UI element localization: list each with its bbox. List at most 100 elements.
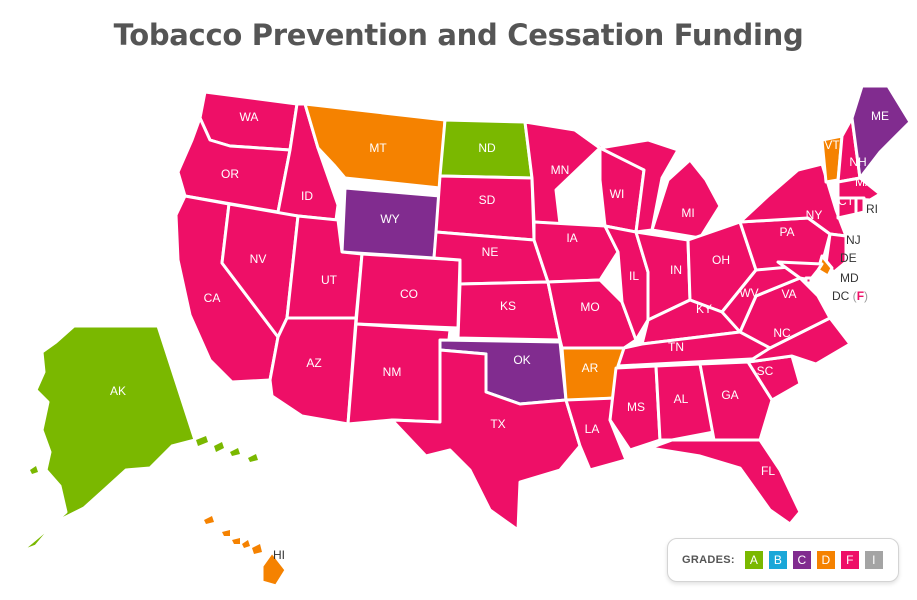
state-label-pa: PA [779,225,794,239]
state-nj [824,232,848,274]
state-label-nh: NH [849,155,866,169]
state-label-ms: MS [627,400,645,414]
state-shape-fl [648,438,802,526]
state-label-ar: AR [582,361,599,375]
state-label-ca: CA [204,291,221,305]
state-label-sc: SC [757,364,774,378]
state-ms [608,364,662,452]
state-shape-hi [260,550,288,588]
state-label-al: AL [674,392,689,406]
state-label-de: DE [840,251,857,265]
state-label-ga: GA [721,388,738,402]
state-dc [804,276,813,285]
state-shape-md [776,260,824,282]
state-label-hi: HI [273,548,285,562]
state-shape-ak [230,448,240,456]
grade-a-chip: A [744,551,763,569]
state-label-mi: MI [681,206,694,220]
state-shape-ak [248,454,258,462]
state-mo [546,278,638,350]
state-label-la: LA [585,422,600,436]
state-ak [18,324,258,554]
state-shape-tx [390,348,582,532]
state-shape-hi [242,540,250,548]
legend-label: GRADES: [682,554,735,566]
state-label-co: CO [400,287,418,301]
state-label-wi: WI [610,187,625,201]
state-fl [648,438,802,526]
state-label-mn: MN [551,163,570,177]
state-label-nj: NJ [846,233,861,247]
grade-c-chip: C [792,551,811,569]
grade-f-chip: F [840,551,859,569]
state-label-ks: KS [500,299,516,313]
state-label-nm: NM [383,365,402,379]
state-shape-nj [824,232,848,274]
state-label-wv: WV [739,286,758,300]
state-labels: WA OR CA ID NV MT WY UT AZ CO NM ND SD NE KS OK TX MN IA MO… [110,109,889,562]
state-label-sd: SD [479,193,496,207]
state-label-in: IN [670,263,682,277]
state-label-va: VA [781,287,796,301]
state-label-fl: FL [761,464,775,478]
state-label-wa: WA [240,110,259,124]
state-tx [390,348,582,532]
state-ny [738,162,848,238]
state-hi [204,516,288,588]
state-shape-ak [214,442,224,452]
state-label-id: ID [301,189,313,203]
state-label-ne: NE [482,245,499,259]
state-label-ct: CT [838,194,855,208]
state-shape-sd [434,174,536,242]
state-label-dc: DC (F) [832,289,868,303]
state-shape-az [268,316,358,426]
state-shape-ms [608,364,662,452]
state-shape-ga [698,360,774,442]
state-label-oh: OH [712,253,730,267]
state-label-ky: KY [696,302,712,316]
state-shape-hi [232,538,240,544]
state-al [654,362,716,442]
state-label-ia: IA [566,231,577,245]
state-label-tx: TX [490,417,505,431]
state-label-me: ME [871,109,889,123]
state-az [268,316,358,426]
state-shape-ny [738,162,848,238]
state-ma [836,176,882,202]
state-label-tn: TN [668,340,684,354]
state-shape-ri [854,196,866,216]
state-label-wy: WY [380,212,399,226]
state-shape-dc [804,276,813,285]
dc-grade: F [857,289,864,303]
state-label-mt: MT [369,141,387,155]
state-shape-ak [18,324,197,554]
state-label-ak: AK [110,384,126,398]
state-shape-ma [836,176,882,202]
grades-legend: GRADES: A B C D F I [667,538,899,582]
state-shape-mo [546,278,638,350]
state-md [776,260,824,282]
state-label-nv: NV [250,252,267,266]
state-sd [434,174,536,242]
state-label-vt: VT [824,138,840,152]
state-shape-al [654,362,716,442]
state-label-nd: ND [478,141,496,155]
state-label-nc: NC [773,326,791,340]
state-label-mo: MO [580,300,599,314]
grade-b-chip: B [768,551,787,569]
state-label-ma: MA [855,175,873,189]
state-ri [854,196,866,216]
state-shapes [18,84,912,588]
grade-i-chip: I [864,551,883,569]
state-label-ri: RI [866,202,878,216]
state-label-or: OR [221,167,239,181]
state-shape-ak [30,466,38,474]
state-ga [698,360,774,442]
grade-d-chip: D [816,551,835,569]
state-shape-hi [252,544,262,554]
state-label-ok: OK [513,353,530,367]
state-shape-hi [222,530,230,536]
state-shape-hi [204,516,214,524]
state-label-ny: NY [806,208,823,222]
